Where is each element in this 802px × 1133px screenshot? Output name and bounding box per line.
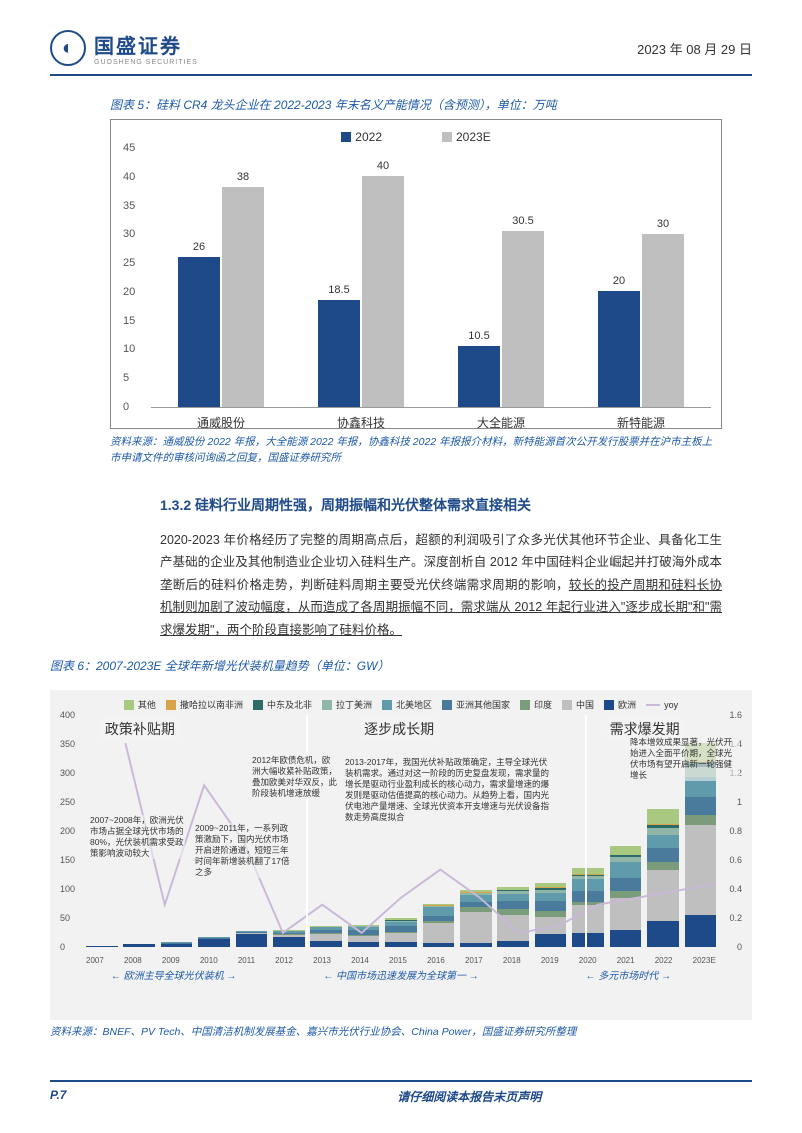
report-date: 2023 年 08 月 29 日	[637, 39, 752, 58]
stacked-bar	[423, 904, 455, 947]
stacked-bar	[161, 942, 193, 947]
x-year: 2014	[351, 956, 369, 965]
stacked-bar	[348, 925, 380, 947]
section-1-3-2-para: 2020-2023 年价格经历了完整的周期高点后，超额的利润吸引了众多光伏其他环…	[160, 529, 722, 642]
chart-annotation: 2007~2008年，欧洲光伏市场占据全球光伏市场的80%，光伏装机需求受政策影…	[90, 815, 185, 859]
legend-item: 其他	[124, 698, 156, 711]
fig6-title: 图表 6：2007-2023E 全球年新增光伏装机量趋势（单位：GW）	[50, 657, 752, 674]
x-year: 2013	[313, 956, 331, 965]
x-year: 2017	[465, 956, 483, 965]
bar-group: 2030	[579, 234, 702, 407]
chart-annotation: 2013-2017年，我国光伏补贴政策确定，主导全球光伏装机需求。通过对这一阶段…	[345, 757, 555, 823]
x-year: 2008	[124, 956, 142, 965]
legend-item: 拉丁美洲	[322, 698, 372, 711]
stacked-bar	[86, 946, 118, 947]
legend-item: 欧洲	[604, 698, 636, 711]
page-number: P.7	[50, 1088, 66, 1105]
fig6-chart: 其他撒哈拉以南非洲中东及北非拉丁美洲北美地区亚洲其他国家印度中国欧洲 yoy 20…	[50, 690, 752, 1020]
x-year: 2022	[655, 956, 673, 965]
x-year: 2019	[541, 956, 559, 965]
phase-label: 政策补贴期	[101, 717, 179, 741]
stacked-bar	[460, 890, 492, 947]
legend-item: 2022	[341, 130, 382, 144]
bar-group: 2638	[159, 187, 282, 407]
stacked-bar	[198, 937, 230, 947]
x-year: 2012	[275, 956, 293, 965]
bar-group: 18.540	[299, 176, 422, 407]
x-year: 2020	[579, 956, 597, 965]
legend-item: 2023E	[442, 130, 491, 144]
page-footer: P.7 请仔细阅读本报告末页声明	[50, 1080, 752, 1105]
fig6-source: 资料来源：BNEF、PV Tech、中国清洁机制发展基金、嘉兴市光伏行业协会、C…	[50, 1024, 752, 1039]
x-category: 新特能源	[617, 414, 665, 431]
stacked-bar	[310, 926, 342, 947]
legend-item: 北美地区	[382, 698, 432, 711]
logo-cn: 国盛证券	[94, 30, 198, 59]
fig5-title: 图表 5：硅料 CR4 龙头企业在 2022-2023 年末名义产能情况（含预测…	[110, 96, 752, 113]
stacked-bar	[123, 944, 155, 947]
logo-icon: ◐	[50, 30, 86, 66]
bar-group: 10.530.5	[439, 231, 562, 407]
x-year: 2009	[162, 956, 180, 965]
legend-item: 中东及北非	[253, 698, 312, 711]
stacked-bar	[497, 887, 529, 947]
chart-annotation: 2009~2011年，一系列政策激励下，国内光伏市场开启进阶通道，短短三年时间年…	[195, 823, 290, 878]
x-category: 大全能源	[477, 414, 525, 431]
x-year: 2011	[238, 956, 255, 965]
chart-annotation: 2012年欧债危机，欧洲大幅收紧补贴政策，叠加欧美对华双反，此阶段装机增速放缓	[252, 755, 337, 799]
x-year: 2015	[389, 956, 407, 965]
stacked-bar	[236, 931, 268, 947]
phase-label: 逐步成长期	[360, 717, 438, 741]
x-year: 2023E	[693, 956, 716, 965]
x-category: 通威股份	[197, 414, 245, 431]
x-year: 2021	[617, 956, 635, 965]
legend-item: 撒哈拉以南非洲	[166, 698, 243, 711]
page-header: ◐ 国盛证券 GUOSHENG SECURITIES 2023 年 08 月 2…	[50, 30, 752, 76]
x-year: 2016	[427, 956, 445, 965]
stacked-bar	[385, 918, 417, 947]
stacked-bar	[273, 930, 305, 947]
stacked-bar	[535, 883, 567, 947]
stacked-bar	[610, 846, 642, 947]
stacked-bar	[572, 868, 604, 947]
logo: ◐ 国盛证券 GUOSHENG SECURITIES	[50, 30, 198, 66]
legend-item: 中国	[562, 698, 594, 711]
era-label: 多元市场时代	[515, 967, 742, 982]
era-label: 欧洲主导全球光伏装机	[60, 967, 287, 982]
chart-annotation: 降本增效成果显著，光伏开始进入全面平价期，全球光伏市场有望开启新一轮强健增长	[630, 737, 740, 781]
section-1-3-2-title: 1.3.2 硅料行业周期性强，周期振幅和光伏整体需求直接相关	[160, 495, 752, 515]
x-category: 协鑫科技	[337, 414, 385, 431]
fig5-source: 资料来源：通威股份 2022 年报，大全能源 2022 年报，协鑫科技 2022…	[110, 435, 722, 467]
era-label: 中国市场迅速发展为全球第一	[287, 967, 514, 982]
footer-disclaimer: 请仔细阅读本报告末页声明	[397, 1088, 541, 1105]
legend-item: 印度	[520, 698, 552, 711]
fig5-chart: 20222023E 263818.54010.530.52030 0510152…	[110, 119, 722, 429]
logo-en: GUOSHENG SECURITIES	[94, 59, 198, 66]
x-year: 2018	[503, 956, 521, 965]
legend-item: 亚洲其他国家	[442, 698, 510, 711]
stacked-bar	[647, 809, 679, 947]
x-year: 2010	[200, 956, 218, 965]
x-year: 2007	[86, 956, 104, 965]
legend-item: yoy	[646, 698, 678, 711]
